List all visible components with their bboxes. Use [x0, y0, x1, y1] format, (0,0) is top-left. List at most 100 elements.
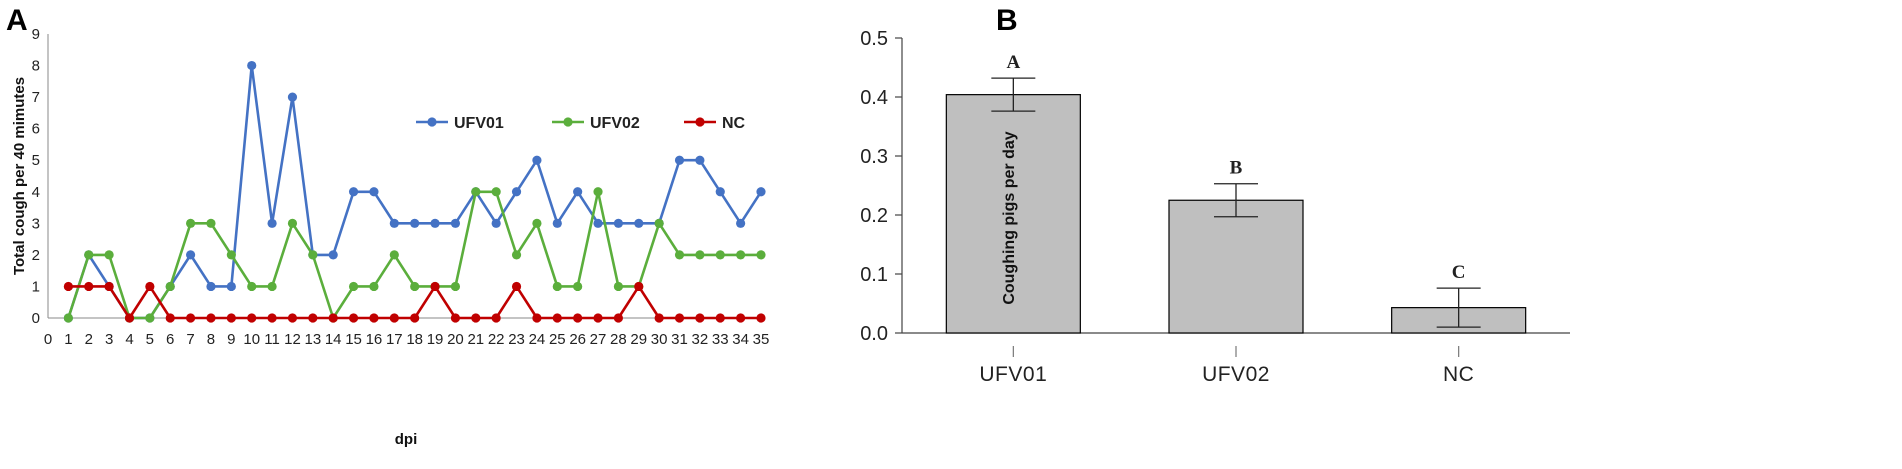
data-point-ufv01-9 — [226, 281, 236, 292]
panel-a-x-tick-17: 17 — [386, 331, 403, 348]
data-point-ufv01-20 — [450, 218, 461, 228]
data-point-ufv02-25 — [552, 281, 562, 292]
panel-a-y-tick-3: 3 — [32, 215, 40, 232]
data-point-ufv01-22 — [491, 218, 501, 228]
data-point-ufv02-20 — [450, 281, 461, 292]
data-point-ufv01-27 — [593, 218, 603, 228]
data-point-nc-4 — [124, 313, 135, 323]
panel-a-axes — [47, 34, 761, 319]
series-line-nc — [68, 285, 761, 320]
significance-letter-ufv01: A — [1006, 52, 1020, 73]
data-point-nc-16 — [369, 313, 379, 323]
data-point-nc-5 — [145, 281, 155, 292]
data-point-ufv01-11 — [267, 218, 277, 228]
legend-label-ufv02: UFV02 — [590, 115, 640, 132]
data-point-ufv01-15 — [348, 187, 359, 197]
panel-a-x-tick-5: 5 — [146, 331, 154, 348]
legend-marker-nc — [695, 117, 705, 127]
data-point-nc-15 — [348, 313, 359, 323]
panel-a-x-tick-15: 15 — [345, 331, 362, 348]
data-point-ufv02-16 — [369, 281, 379, 292]
panel-a-x-tick-9: 9 — [227, 331, 235, 348]
panel-b-y-tick-0: 0.0 — [860, 323, 888, 345]
panel-a-y-axis-label: Total cough per 40 mimutes — [11, 77, 28, 275]
panel-a-x-tick-6: 6 — [166, 331, 174, 348]
data-point-ufv02-6 — [165, 281, 175, 292]
legend-label-nc: NC — [722, 115, 746, 132]
data-point-ufv02-11 — [267, 281, 277, 292]
data-point-nc-33 — [715, 313, 725, 323]
bar-ufv02 — [1168, 199, 1304, 334]
panel-a-y-tick-2: 2 — [32, 247, 40, 264]
panel-a-x-tick-16: 16 — [366, 331, 383, 348]
panel-a-x-tick-26: 26 — [569, 331, 586, 348]
data-point-ufv02-28 — [613, 281, 624, 292]
data-point-ufv01-24 — [532, 155, 542, 165]
data-point-nc-29 — [634, 281, 644, 292]
data-point-nc-17 — [389, 313, 399, 323]
data-point-ufv02-23 — [511, 250, 522, 260]
data-point-ufv02-22 — [491, 187, 501, 197]
data-point-nc-11 — [267, 313, 277, 323]
panel-b-y-tick-1: 0.1 — [860, 264, 888, 286]
data-point-ufv01-26 — [573, 187, 583, 197]
data-point-nc-13 — [308, 313, 318, 323]
data-point-ufv01-12 — [287, 92, 298, 102]
data-point-ufv01-14 — [328, 250, 338, 260]
data-point-ufv02-7 — [186, 218, 196, 228]
data-point-nc-3 — [104, 281, 114, 292]
panel-b-bar-chart: B 0.00.10.20.30.40.5 ABC UFV01 UFV02 NC Co… — [860, 4, 1570, 386]
data-point-ufv02-26 — [573, 281, 583, 292]
panel-a-y-tick-4: 4 — [32, 184, 40, 201]
data-point-ufv02-1 — [63, 313, 73, 323]
data-point-ufv02-12 — [287, 218, 298, 228]
data-point-nc-9 — [226, 313, 236, 323]
data-point-nc-7 — [186, 313, 196, 323]
data-point-ufv02-21 — [471, 187, 481, 197]
data-point-ufv01-33 — [715, 187, 725, 197]
panel-a-x-tick-13: 13 — [304, 331, 321, 348]
data-point-nc-34 — [736, 313, 746, 323]
data-point-ufv01-18 — [410, 218, 420, 228]
data-point-ufv02-8 — [206, 218, 216, 228]
panel-b-label: B — [996, 4, 1018, 37]
data-point-ufv01-28 — [613, 218, 624, 228]
panel-a-x-tick-35: 35 — [753, 331, 770, 348]
data-point-nc-2 — [84, 281, 94, 292]
panel-b-y-tick-5: 0.5 — [860, 28, 888, 50]
data-point-nc-14 — [328, 313, 338, 323]
panel-a-y-tick-labels: 0 1 2 3 4 5 6 7 8 9 — [32, 26, 40, 327]
panel-a-series — [63, 60, 766, 323]
data-point-ufv02-2 — [84, 250, 94, 260]
significance-letter-nc: C — [1452, 262, 1466, 283]
panel-a-label: A — [6, 4, 28, 37]
panel-a-x-tick-25: 25 — [549, 331, 566, 348]
data-point-ufv01-10 — [247, 60, 257, 71]
panel-a-y-tick-8: 8 — [32, 58, 40, 75]
data-point-nc-28 — [613, 313, 624, 323]
data-point-ufv02-33 — [715, 250, 725, 260]
panel-a-x-tick-3: 3 — [105, 331, 113, 348]
data-point-ufv02-10 — [247, 281, 257, 292]
data-point-nc-19 — [430, 281, 440, 292]
panel-a-x-tick-8: 8 — [207, 331, 215, 348]
data-point-ufv02-35 — [756, 250, 766, 260]
data-point-ufv02-17 — [389, 250, 399, 260]
panel-a-x-tick-19: 19 — [427, 331, 444, 348]
data-point-nc-31 — [674, 313, 685, 323]
data-point-nc-26 — [573, 313, 583, 323]
panel-a-x-tick-7: 7 — [186, 331, 194, 348]
data-point-ufv02-18 — [410, 281, 420, 292]
data-point-ufv02-3 — [104, 250, 114, 260]
panel-a-x-tick-30: 30 — [651, 331, 668, 348]
panel-a-x-tick-33: 33 — [712, 331, 729, 348]
panel-b-y-tick-4: 0.4 — [860, 87, 888, 109]
panel-a-y-tick-0: 0 — [32, 310, 40, 327]
panel-a-y-tick-5: 5 — [32, 152, 40, 169]
panel-a-x-tick-4: 4 — [125, 331, 133, 348]
data-point-nc-25 — [552, 313, 562, 323]
data-point-nc-22 — [491, 313, 501, 323]
panel-a-x-tick-14: 14 — [325, 331, 342, 348]
panel-a-x-tick-34: 34 — [732, 331, 749, 348]
panel-a-x-tick-23: 23 — [508, 331, 525, 348]
